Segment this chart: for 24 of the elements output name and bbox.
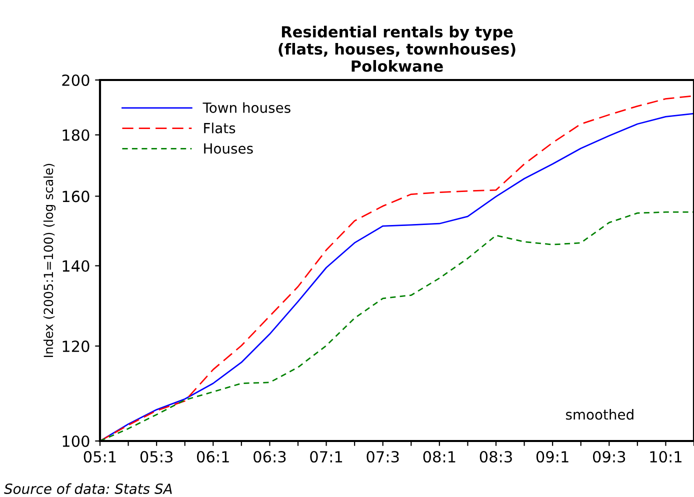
source-note: Source of data: Stats SA <box>4 483 172 494</box>
y-tick-label: 180 <box>62 129 90 141</box>
x-tick-label: 07:1 <box>310 450 342 463</box>
legend-label: Flats <box>204 122 236 134</box>
legend-label: Houses <box>204 143 253 154</box>
y-axis-title: Index (2005:1=100) (log scale) <box>43 164 56 357</box>
x-tick-label: 08:1 <box>423 450 456 463</box>
x-tick-label: 09:3 <box>592 450 626 463</box>
annotation: smoothed <box>566 409 634 420</box>
y-tick-label: 160 <box>62 190 90 202</box>
x-tick-label: 07:3 <box>366 450 399 463</box>
y-tick-label: 140 <box>62 260 90 272</box>
x-tick-label: 08:3 <box>480 450 512 463</box>
x-tick-label: 06:1 <box>196 450 229 463</box>
y-tick-label: 120 <box>62 340 90 352</box>
x-tick-label: 10:1 <box>650 450 682 463</box>
chart-title: Residential rentals by type (flats, houses, townhouses) Polokwane <box>278 26 516 72</box>
x-tick-label: 05:1 <box>84 450 116 463</box>
x-tick-label: 05:3 <box>140 450 172 463</box>
legend-label: Town houses <box>202 102 290 113</box>
y-tick-label: 100 <box>62 435 90 448</box>
y-tick-label: 200 <box>62 74 90 86</box>
x-tick-label: 06:3 <box>254 450 286 463</box>
x-tick-label: 09:1 <box>536 450 568 463</box>
